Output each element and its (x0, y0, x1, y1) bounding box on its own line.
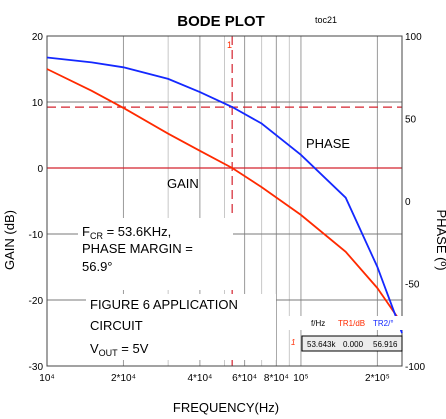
series-line-phase (46, 56, 403, 334)
crossover-frequency-annotation: FCR = 53.6KHz, (82, 224, 171, 241)
readout-value-tr1: 0.000 (343, 340, 364, 349)
readout-header-bg (287, 316, 403, 330)
x-tick-label: 10⁵ (293, 373, 308, 384)
y-axis-left-label: GAIN (dB) (2, 210, 17, 270)
series-line-gain (46, 68, 403, 325)
y-axis-right-label: PHASE (º) (434, 209, 446, 270)
x-tick-label: 4*10⁴ (187, 373, 212, 384)
cursor-marker-label: 1 (227, 40, 232, 50)
reference-lines (47, 36, 402, 366)
readout-value-freq: 53.643k (307, 340, 336, 349)
gain-annotation: GAIN (167, 176, 199, 191)
vout-annotation: VOUT = 5V (90, 341, 149, 358)
y-right-tick-label: -50 (405, 280, 420, 291)
tick-labels: 10⁴ 2*10⁴ 4*10⁴ 6*10⁴ 8*10⁴ 10⁵ 2*10⁵20100-10-… (29, 32, 426, 384)
x-tick-label: 2*10⁵ (365, 373, 390, 384)
readout-value-box (301, 335, 403, 352)
readout-header-tr1: TR1/dB (338, 319, 365, 328)
y-right-tick-label: 100 (405, 32, 422, 43)
readout-value-tr2: 56.916 (373, 340, 398, 349)
x-tick-label: 8*10⁴ (264, 373, 289, 384)
x-tick-label: 2*10⁴ (111, 373, 136, 384)
phase-margin-annotation-line1: PHASE MARGIN = (82, 241, 193, 256)
y-right-tick-label: 50 (405, 115, 417, 126)
series-layer (46, 56, 403, 334)
y-left-tick-label: 20 (32, 32, 44, 43)
y-left-tick-label: -30 (29, 362, 44, 373)
figure-note-backdrop (86, 294, 276, 360)
y-left-tick-label: 10 (32, 98, 44, 109)
cursor-readout: f/Hz TR1/dB TR2/° 1 53.643k 0.000 56.916 (287, 316, 403, 352)
x-axis-label: FREQUENCY(Hz) (173, 400, 279, 415)
chart-tag: toc21 (315, 15, 337, 25)
x-tick-label: 6*10⁴ (232, 373, 257, 384)
plot-frame (46, 35, 403, 367)
figure-note-line2: CIRCUIT (90, 318, 143, 333)
readout-header-freq: f/Hz (311, 319, 325, 328)
y-right-tick-label: 0 (405, 197, 411, 208)
readout-header-tr2: TR2/° (373, 319, 394, 328)
phase-annotation: PHASE (306, 136, 350, 151)
chart-title: BODE PLOT (177, 13, 265, 30)
phase-margin-annotation-line2: 56.9° (82, 259, 113, 274)
annotation-backdrop (78, 218, 233, 290)
x-tick-label: 10⁴ (39, 373, 54, 384)
y-left-tick-label: -10 (29, 230, 44, 241)
figure-note-line1: FIGURE 6 APPLICATION (90, 297, 238, 312)
y-left-tick-label: -20 (29, 296, 44, 307)
y-right-tick-label: -100 (405, 362, 425, 373)
readout-row-label: 1 (291, 338, 295, 347)
y-left-tick-label: 0 (37, 164, 43, 175)
